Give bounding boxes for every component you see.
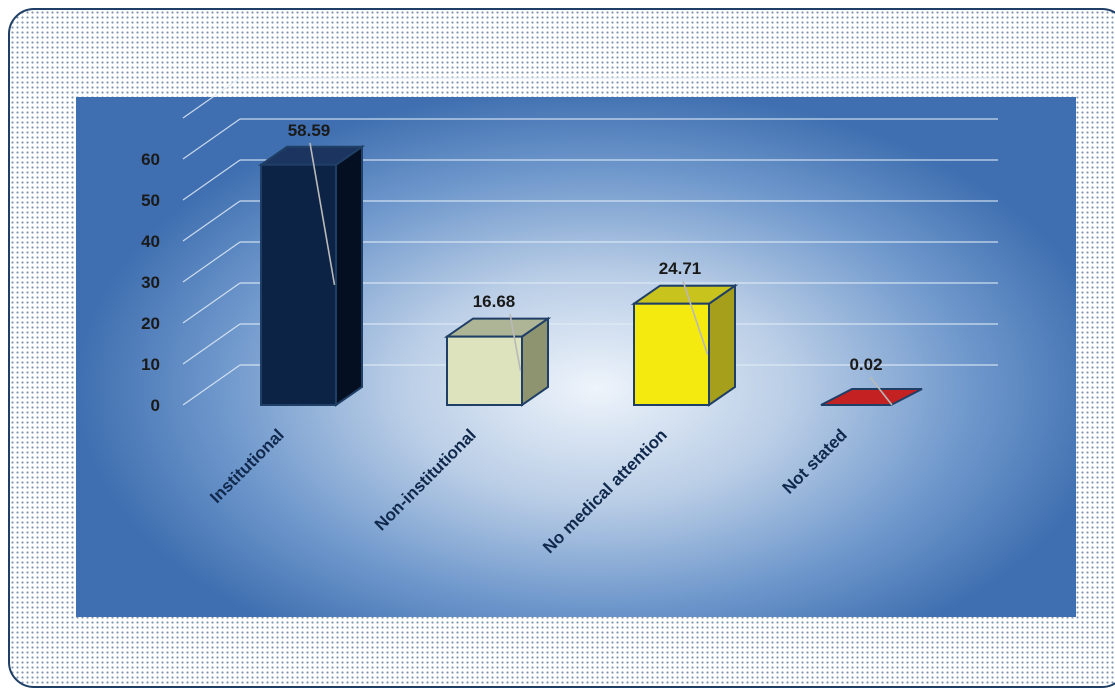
category-label: Non-institutional bbox=[371, 425, 480, 534]
y-tick-label: 40 bbox=[141, 232, 160, 251]
gridline-depth bbox=[182, 241, 241, 283]
gridline-depth bbox=[182, 323, 241, 365]
y-tick-label: 50 bbox=[141, 191, 160, 210]
plot-area bbox=[76, 97, 1076, 617]
label-leader-lines bbox=[309, 142, 893, 406]
gridline-depth bbox=[182, 282, 241, 324]
category-labels: Institutional Non-institutional No medical… bbox=[206, 425, 851, 557]
data-label: 58.59 bbox=[288, 121, 331, 140]
y-tick-label: 60 bbox=[141, 150, 160, 169]
leader-line bbox=[309, 142, 336, 286]
data-label: 24.71 bbox=[659, 259, 702, 278]
bar-front bbox=[633, 302, 710, 406]
data-labels: 58.59 16.68 24.71 0.02 bbox=[288, 121, 883, 374]
bar-1 bbox=[257, 144, 366, 407]
bar-top bbox=[820, 388, 923, 406]
bar-chart: 0 10 20 30 40 50 60 58.59 16.68 24.71 0.02 Instit… bbox=[141, 77, 998, 557]
gridline-depth bbox=[182, 77, 241, 119]
bar-3 bbox=[630, 283, 739, 407]
bar-side bbox=[335, 144, 363, 407]
bar-4 bbox=[820, 388, 923, 406]
bars bbox=[257, 144, 923, 407]
leader-line bbox=[682, 280, 709, 355]
category-label: No medical attention bbox=[539, 425, 671, 557]
category-label: Not stated bbox=[779, 425, 851, 497]
y-axis-ticks: 0 10 20 30 40 50 60 bbox=[141, 150, 160, 415]
bar-side bbox=[708, 283, 736, 407]
y-tick-label: 10 bbox=[141, 355, 160, 374]
y-tick-label: 0 bbox=[151, 396, 160, 415]
gridline-depth bbox=[182, 159, 241, 201]
bar-front bbox=[446, 335, 523, 406]
leader-line bbox=[509, 313, 522, 371]
bar-2 bbox=[443, 316, 552, 407]
category-label: Institutional bbox=[206, 425, 288, 507]
y-tick-label: 20 bbox=[141, 314, 160, 333]
data-label: 0.02 bbox=[849, 355, 882, 374]
y-tick-label: 30 bbox=[141, 273, 160, 292]
gridline-depth bbox=[182, 200, 241, 242]
gridline-depth bbox=[182, 364, 241, 406]
bar-front bbox=[260, 163, 337, 406]
gridline-depth bbox=[182, 118, 241, 160]
leader-line bbox=[869, 376, 893, 406]
gridlines bbox=[182, 77, 998, 406]
data-label: 16.68 bbox=[473, 292, 516, 311]
